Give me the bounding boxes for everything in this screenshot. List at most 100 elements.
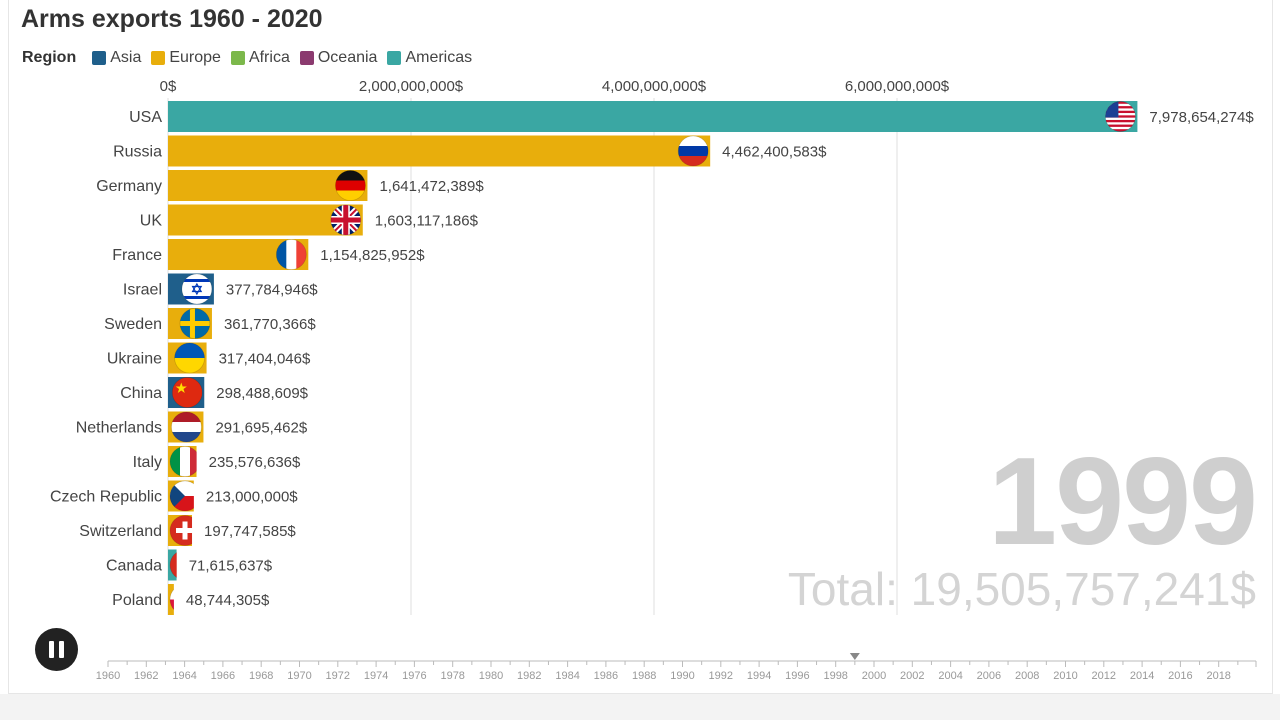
category-label: Ukraine: [107, 351, 162, 368]
israel-flag-icon: [181, 273, 213, 305]
timeline-year-label[interactable]: 1990: [670, 670, 694, 682]
category-label: France: [112, 247, 162, 264]
china-flag-icon: [171, 377, 203, 408]
timeline-year-label[interactable]: 1960: [96, 670, 120, 682]
usa-flag-icon: [1105, 101, 1136, 132]
bar-row: UK 1,603,117,186$: [140, 204, 479, 236]
timeline-year-label[interactable]: 1974: [364, 670, 388, 682]
category-label: Italy: [133, 454, 162, 471]
legend-swatch-asia: [92, 51, 107, 65]
value-label: 213,000,000$: [206, 489, 298, 506]
legend-label-asia: Asia: [110, 49, 142, 66]
category-label: UK: [140, 213, 163, 230]
value-label: 4,462,400,583$: [722, 144, 827, 161]
netherlands-flag-icon: [171, 411, 202, 443]
bar-row: Ukraine 317,404,046$: [107, 342, 311, 374]
timeline-year-label[interactable]: 2018: [1206, 670, 1230, 682]
timeline-year-label[interactable]: 2016: [1168, 670, 1192, 682]
timeline-year-label[interactable]: 2002: [900, 670, 924, 682]
bar-row: Sweden 361,770,366$: [104, 308, 316, 339]
timeline-year-label[interactable]: 1998: [823, 670, 847, 682]
timeline-marker-icon[interactable]: [849, 653, 860, 660]
timeline-year-label[interactable]: 1966: [211, 670, 235, 682]
timeline-year-label[interactable]: 2006: [977, 670, 1001, 682]
category-label: Netherlands: [76, 420, 162, 437]
bar[interactable]: [168, 101, 1138, 132]
pause-button[interactable]: [35, 628, 78, 671]
legend-label-oceania: Oceania: [317, 49, 378, 66]
bar-row: Switzerland 197,747,585$: [79, 514, 296, 547]
bar-row: Czech Republic 213,000,000$: [50, 480, 298, 512]
legend-item-asia[interactable]: Asia: [92, 49, 141, 67]
timeline-year-label[interactable]: 1980: [479, 670, 503, 682]
legend-swatch-americas: [387, 51, 402, 65]
timeline-year-label[interactable]: 2014: [1130, 670, 1154, 682]
value-label: 298,488,609$: [216, 385, 308, 402]
value-label: 361,770,366$: [224, 316, 316, 333]
x-tick-label: 0$: [160, 78, 177, 95]
legend-item-europe[interactable]: Europe: [151, 49, 221, 67]
france-flag-icon: [275, 239, 307, 270]
legend-item-africa[interactable]: Africa: [230, 49, 290, 67]
timeline-year-label[interactable]: 1994: [747, 670, 771, 682]
pause-icon: [49, 641, 54, 658]
bar[interactable]: [168, 204, 363, 236]
timeline-year-label[interactable]: 1988: [632, 670, 656, 682]
bar-row: Italy 235,576,636$: [133, 445, 301, 478]
legend-swatch-oceania: [299, 51, 314, 65]
sweden-flag-icon: [179, 308, 211, 339]
timeline-year-label[interactable]: 2004: [938, 670, 962, 682]
legend-title: Region: [22, 49, 77, 66]
russia-flag-icon: [677, 135, 709, 167]
category-label: Germany: [96, 178, 162, 195]
category-label: Israel: [123, 282, 162, 299]
timeline-year-label[interactable]: 1978: [440, 670, 464, 682]
value-label: 197,747,585$: [204, 523, 296, 540]
timeline-year-label[interactable]: 2008: [1015, 670, 1039, 682]
timeline-year-label[interactable]: 1964: [172, 670, 196, 682]
timeline-year-label[interactable]: 1992: [709, 670, 733, 682]
timeline-year-label[interactable]: 1976: [402, 670, 426, 682]
timeline-year-label[interactable]: 2010: [1053, 670, 1077, 682]
timeline-year-label[interactable]: 1968: [249, 670, 273, 682]
canada-flag-icon: [169, 549, 217, 581]
x-tick-label: 4,000,000,000$: [602, 78, 707, 95]
timeline-year-label[interactable]: 2012: [1092, 670, 1116, 682]
ukraine-flag-icon: [174, 342, 205, 374]
legend-label-europe: Europe: [169, 49, 221, 66]
value-label: 235,576,636$: [209, 454, 301, 471]
timeline-year-label[interactable]: 2000: [862, 670, 886, 682]
timeline-year-label[interactable]: 1996: [785, 670, 809, 682]
bar-row: France 1,154,825,952$: [112, 239, 425, 270]
chart-title: Arms exports 1960 - 2020: [21, 5, 323, 33]
bar-row: Netherlands 291,695,462$: [76, 411, 308, 443]
bar-row: USA 7,978,654,274$: [129, 101, 1254, 132]
bar[interactable]: [168, 170, 368, 201]
timeline-year-label[interactable]: 1970: [287, 670, 311, 682]
switzerland-flag-icon: [169, 514, 233, 547]
category-label: Switzerland: [79, 523, 162, 540]
category-label: Russia: [113, 144, 162, 161]
legend-item-americas[interactable]: Americas: [387, 49, 472, 67]
legend-label-americas: Americas: [405, 49, 473, 66]
legend: Region Asia Europe Africa Oceania Americ…: [22, 48, 482, 68]
timeline-year-label[interactable]: 1986: [594, 670, 618, 682]
category-label: Poland: [112, 592, 162, 609]
timeline-year-label[interactable]: 1962: [134, 670, 158, 682]
legend-item-oceania[interactable]: Oceania: [299, 49, 378, 67]
value-label: 7,978,654,274$: [1149, 109, 1254, 126]
timeline-year-label[interactable]: 1984: [555, 670, 579, 682]
value-label: 48,744,305$: [186, 592, 270, 609]
bar-row: Germany 1,641,472,389$: [96, 170, 484, 201]
x-tick-label: 6,000,000,000$: [845, 78, 950, 95]
category-label: China: [120, 385, 162, 402]
bottom-strip: [0, 694, 1280, 720]
category-label: Czech Republic: [50, 489, 162, 506]
legend-label-africa: Africa: [248, 49, 290, 66]
bar[interactable]: [168, 135, 711, 167]
timeline-year-label[interactable]: 1972: [326, 670, 350, 682]
x-tick-label: 2,000,000,000$: [359, 78, 464, 95]
bar-row: Poland 48,744,305$: [112, 583, 270, 616]
pause-icon-bar: [59, 641, 64, 658]
timeline-year-label[interactable]: 1982: [517, 670, 541, 682]
